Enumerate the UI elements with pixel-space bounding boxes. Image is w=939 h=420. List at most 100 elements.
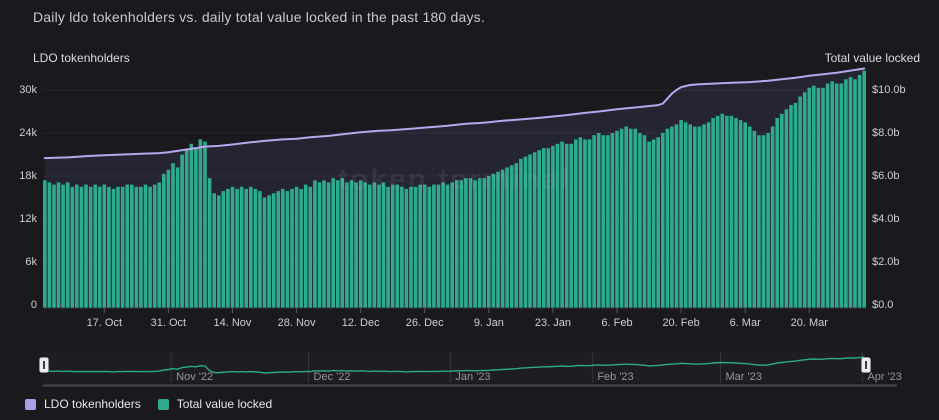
tvl-bar[interactable] bbox=[445, 184, 450, 308]
tvl-bar[interactable] bbox=[377, 184, 381, 308]
tvl-bar[interactable] bbox=[596, 133, 601, 308]
tvl-bar[interactable] bbox=[638, 133, 642, 308]
tvl-bar[interactable] bbox=[56, 182, 61, 308]
tvl-bar[interactable] bbox=[789, 105, 793, 308]
tvl-bar[interactable] bbox=[468, 178, 473, 308]
tvl-bar[interactable] bbox=[793, 102, 798, 308]
tvl-bar[interactable] bbox=[65, 182, 70, 308]
tvl-bar[interactable] bbox=[688, 124, 692, 308]
tvl-bar[interactable] bbox=[317, 182, 322, 308]
tvl-bar[interactable] bbox=[628, 128, 633, 308]
tvl-bar[interactable] bbox=[514, 163, 519, 308]
tvl-bar[interactable] bbox=[830, 81, 834, 308]
tvl-bar[interactable] bbox=[354, 182, 358, 308]
tvl-bar[interactable] bbox=[207, 178, 212, 308]
tvl-bar[interactable] bbox=[555, 143, 560, 308]
tvl-bar[interactable] bbox=[258, 191, 262, 308]
tvl-bar[interactable] bbox=[262, 197, 267, 308]
tvl-bar[interactable] bbox=[844, 79, 848, 308]
tvl-bar[interactable] bbox=[802, 92, 807, 308]
tvl-bar[interactable] bbox=[194, 148, 198, 308]
tvl-bar[interactable] bbox=[143, 184, 148, 308]
tvl-bar[interactable] bbox=[500, 169, 505, 308]
tvl-bar[interactable] bbox=[120, 186, 125, 308]
tvl-bar[interactable] bbox=[368, 184, 372, 308]
tvl-bar[interactable] bbox=[79, 186, 84, 308]
tvl-bar[interactable] bbox=[459, 180, 464, 308]
tvl-bar[interactable] bbox=[427, 186, 432, 308]
tvl-bar[interactable] bbox=[702, 124, 706, 308]
tvl-bar[interactable] bbox=[157, 182, 161, 308]
tvl-bar[interactable] bbox=[43, 180, 47, 308]
tvl-bar[interactable] bbox=[725, 115, 729, 308]
tvl-bar[interactable] bbox=[615, 130, 619, 308]
tvl-bar[interactable] bbox=[807, 87, 812, 308]
tvl-bar[interactable] bbox=[450, 182, 454, 308]
tvl-bar[interactable] bbox=[784, 109, 789, 308]
tvl-bar[interactable] bbox=[720, 113, 725, 308]
tvl-bar[interactable] bbox=[404, 188, 409, 308]
tvl-bar[interactable] bbox=[825, 83, 830, 308]
tvl-bar[interactable] bbox=[812, 85, 816, 308]
tvl-bar[interactable] bbox=[477, 178, 482, 308]
tvl-bar[interactable] bbox=[560, 141, 564, 308]
tvl-bar[interactable] bbox=[93, 184, 97, 308]
tvl-bar[interactable] bbox=[519, 158, 523, 308]
tvl-bar[interactable] bbox=[363, 182, 367, 308]
tvl-bar[interactable] bbox=[738, 120, 743, 308]
tvl-bar[interactable] bbox=[487, 176, 491, 308]
tvl-bar[interactable] bbox=[203, 141, 207, 308]
tvl-bar[interactable] bbox=[619, 128, 624, 308]
tvl-bar[interactable] bbox=[294, 186, 299, 308]
tvl-bar[interactable] bbox=[395, 184, 400, 308]
tvl-bar[interactable] bbox=[349, 180, 354, 308]
tvl-bar[interactable] bbox=[743, 122, 747, 308]
tvl-bar[interactable] bbox=[276, 191, 281, 308]
tvl-bar[interactable] bbox=[322, 180, 326, 308]
tvl-bar[interactable] bbox=[212, 193, 216, 308]
tvl-bar[interactable] bbox=[221, 191, 226, 308]
tvl-bar[interactable] bbox=[606, 135, 610, 308]
tvl-bar[interactable] bbox=[834, 83, 839, 308]
tvl-bar[interactable] bbox=[679, 120, 683, 308]
tvl-bar[interactable] bbox=[592, 135, 596, 308]
tvl-bar[interactable] bbox=[372, 182, 377, 308]
tvl-bar[interactable] bbox=[816, 87, 821, 308]
tvl-bar[interactable] bbox=[482, 178, 487, 308]
tvl-bar[interactable] bbox=[523, 156, 528, 308]
tvl-bar[interactable] bbox=[661, 133, 665, 308]
tvl-bar[interactable] bbox=[757, 135, 761, 308]
tvl-bar[interactable] bbox=[473, 180, 477, 308]
tvl-bar[interactable] bbox=[299, 188, 303, 308]
tvl-bar[interactable] bbox=[651, 139, 656, 308]
tvl-bar[interactable] bbox=[244, 188, 248, 308]
tvl-bar[interactable] bbox=[821, 87, 825, 308]
tvl-bar[interactable] bbox=[308, 186, 313, 308]
tvl-bar[interactable] bbox=[180, 154, 184, 308]
tvl-bar[interactable] bbox=[642, 135, 647, 308]
tvl-bar[interactable] bbox=[542, 148, 546, 308]
tvl-bar[interactable] bbox=[693, 126, 697, 308]
tvl-bar[interactable] bbox=[633, 128, 638, 308]
tvl-bar[interactable] bbox=[601, 135, 606, 308]
tvl-bar[interactable] bbox=[496, 171, 500, 308]
tvl-bar[interactable] bbox=[184, 150, 189, 308]
tvl-bar[interactable] bbox=[464, 178, 468, 308]
tvl-bar[interactable] bbox=[303, 184, 308, 308]
tvl-bar[interactable] bbox=[267, 195, 271, 308]
tvl-bar[interactable] bbox=[340, 178, 345, 308]
tvl-bar[interactable] bbox=[610, 133, 615, 308]
tvl-bar[interactable] bbox=[166, 169, 171, 308]
tvl-bar[interactable] bbox=[770, 126, 775, 308]
tvl-bar[interactable] bbox=[839, 83, 844, 308]
tvl-bar[interactable] bbox=[281, 188, 285, 308]
tvl-bar[interactable] bbox=[70, 186, 75, 308]
tvl-bar[interactable] bbox=[235, 188, 239, 308]
tvl-bar[interactable] bbox=[670, 126, 674, 308]
tvl-bar[interactable] bbox=[390, 184, 395, 308]
tvl-bar[interactable] bbox=[665, 128, 670, 308]
tvl-bar[interactable] bbox=[441, 182, 445, 308]
tvl-bar[interactable] bbox=[766, 133, 770, 308]
tvl-bar[interactable] bbox=[88, 186, 93, 308]
